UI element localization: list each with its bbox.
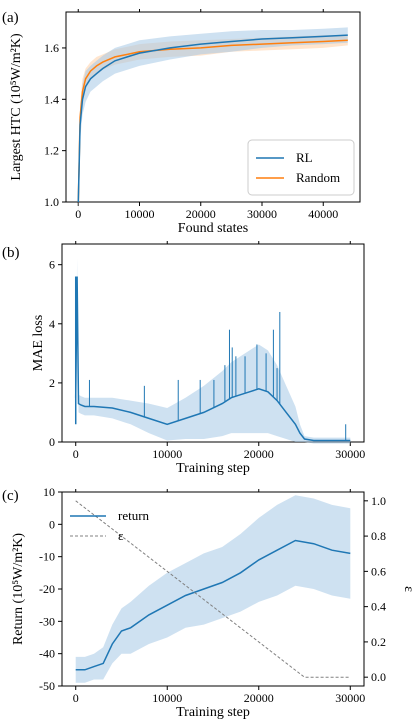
panel-a-xlabel: Found states xyxy=(178,221,248,236)
panel-a-legend: RL Random xyxy=(247,139,355,196)
panel-b-xlabel: Training step xyxy=(176,461,250,476)
panel-c-legend: return ε xyxy=(70,508,150,543)
panel-c-ylabel: Return (10⁵W/m²K) xyxy=(11,533,26,645)
y-tick-label: 2 xyxy=(49,376,55,390)
y-tick-label: 1.6 xyxy=(44,41,59,55)
x-tick-label: 30000 xyxy=(335,691,365,705)
random-line xyxy=(77,39,348,203)
x-tick-label: 30000 xyxy=(335,447,365,461)
y-tick-label: 10 xyxy=(43,485,55,499)
legend-label-return: return xyxy=(118,508,150,523)
y-tick-label: -20 xyxy=(39,582,55,596)
y-tick-label: -30 xyxy=(39,614,55,628)
panel-a-ylabel: Largest HTC (10⁵W/m²K) xyxy=(9,33,24,181)
y-right-tick-label: 0.4 xyxy=(371,600,386,614)
y-right-tick-label: 0.6 xyxy=(371,564,386,578)
y-tick-label: 0 xyxy=(49,435,55,449)
x-tick-label: 10000 xyxy=(152,691,182,705)
y-tick-label: 4 xyxy=(49,317,55,331)
y-tick-label: 6 xyxy=(49,258,55,272)
return-band xyxy=(75,495,351,683)
rl-line xyxy=(77,34,348,203)
panel-c: (c) 0 10000 20000 30000 -50 -40 -30 -20 -10 0 10 0.… xyxy=(2,485,415,720)
panel-b-frame xyxy=(61,243,365,443)
legend-label-random: Random xyxy=(296,170,340,185)
y-tick-label: -50 xyxy=(39,679,55,693)
epsilon-line xyxy=(75,500,351,678)
y-right-tick-label: 0.8 xyxy=(371,529,386,543)
panel-c-plot-area: 0 10000 20000 30000 -50 -40 -30 -20 -10 0 10 0.0 0.2… xyxy=(39,485,386,705)
return-line xyxy=(75,539,351,671)
x-tick-label: 0 xyxy=(73,447,79,461)
panel-c-label: (c) xyxy=(2,488,19,504)
x-tick-label: 0 xyxy=(75,207,81,221)
panel-c-ylabel-right: ε xyxy=(401,586,415,592)
x-tick-label: 20000 xyxy=(244,691,274,705)
x-tick-label: 30000 xyxy=(247,207,277,221)
panel-a-label: (a) xyxy=(2,10,19,26)
panel-b-plot-area: 0 10000 20000 30000 0 2 4 6 xyxy=(49,241,365,461)
y-tick-label: 1.2 xyxy=(44,144,59,158)
legend-label-epsilon: ε xyxy=(118,528,124,543)
legend-label-rl: RL xyxy=(296,150,313,165)
panel-c-xlabel: Training step xyxy=(176,705,250,720)
x-tick-label: 20000 xyxy=(244,447,274,461)
legend-box xyxy=(247,139,355,196)
panel-b-ylabel: MAE loss xyxy=(31,315,46,371)
y-right-tick-label: 0.0 xyxy=(371,670,386,684)
y-right-tick-label: 0.2 xyxy=(371,635,386,649)
y-tick-label: -10 xyxy=(39,550,55,564)
x-tick-label: 10000 xyxy=(152,447,182,461)
panel-a-plot-area: 0 10000 20000 30000 40000 1.0 1.2 1.4 1.6 xyxy=(44,9,348,221)
y-tick-label: 1.0 xyxy=(44,195,59,209)
x-tick-label: 10000 xyxy=(125,207,155,221)
y-tick-label: -40 xyxy=(39,647,55,661)
loss-band xyxy=(75,258,351,444)
x-tick-label: 40000 xyxy=(308,207,338,221)
x-tick-label: 20000 xyxy=(186,207,216,221)
x-tick-label: 0 xyxy=(73,691,79,705)
y-tick-label: 0 xyxy=(49,517,55,531)
panel-a-frame xyxy=(65,11,361,203)
panel-b-label: (b) xyxy=(2,245,20,261)
panel-b: (b) 0 10000 20000 30000 0 2 4 6 Training step M… xyxy=(2,241,365,476)
y-right-tick-label: 1.0 xyxy=(371,494,386,508)
panel-a: (a) 0 10000 20000 30000 40000 1.0 1.2 1.4 1.6 Fo… xyxy=(2,9,361,236)
y-tick-label: 1.4 xyxy=(44,92,59,106)
loss-line xyxy=(74,276,351,442)
